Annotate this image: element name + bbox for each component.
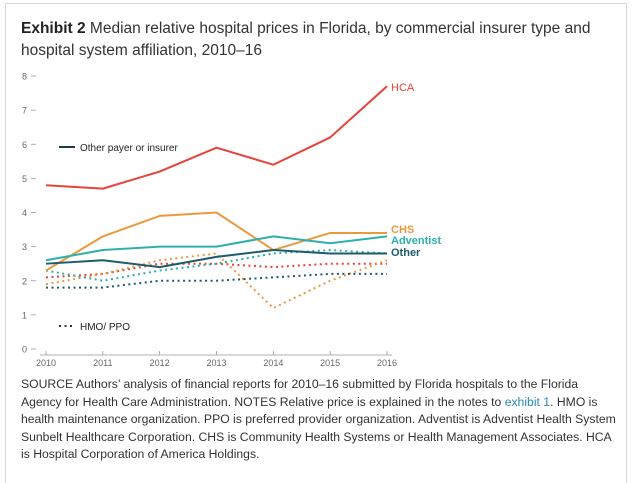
y-tick-label: 0 — [22, 345, 27, 355]
exhibit-label: Exhibit 2 — [21, 20, 86, 37]
series-label-hca: HCA — [391, 82, 415, 94]
figure-frame — [5, 3, 627, 483]
x-tick-label: 2013 — [206, 358, 226, 368]
x-tick-label: 2014 — [263, 358, 283, 368]
chs-solid-line — [45, 211, 387, 272]
exhibit-1-link[interactable]: exhibit 1 — [504, 394, 551, 409]
y-tick-label: 1 — [22, 310, 27, 320]
adventist-solid-line — [45, 235, 388, 262]
other-solid-line — [45, 249, 387, 269]
x-tick-label: 2015 — [320, 358, 340, 368]
x-tick-label: 2010 — [36, 358, 56, 368]
series-4-dotted-line — [45, 262, 387, 279]
notes-text: . HMO is health maintenance organization… — [21, 394, 616, 462]
x-tick-label: 2011 — [93, 358, 112, 368]
y-tick-label: 6 — [22, 140, 27, 150]
y-tick-label: 7 — [22, 106, 27, 116]
chart-title: Exhibit 2 Median relative hospital price… — [21, 18, 621, 62]
x-tick-label: 2012 — [150, 358, 170, 368]
x-tick-label: 2016 — [377, 358, 397, 368]
y-tick-label: 4 — [22, 208, 27, 218]
hca-solid-line — [45, 85, 388, 190]
series-label-adventist: Adventist — [391, 235, 441, 247]
title-text: Median relative hospital prices in Flori… — [21, 20, 591, 59]
y-tick-label: 3 — [22, 242, 27, 252]
y-tick-label: 2 — [22, 276, 27, 286]
series-5-dotted-line — [45, 252, 388, 310]
source-notes: SOURCE Authors’ analysis of financial re… — [21, 376, 621, 464]
series-7-dotted-line — [46, 272, 387, 289]
y-tick-label: 8 — [22, 72, 27, 82]
series-label-chs: CHS — [391, 224, 414, 236]
y-tick-label: 5 — [22, 174, 27, 184]
legend-dotted-label: HMO/ PPO — [80, 322, 130, 333]
series-6-dotted-line — [45, 249, 388, 282]
series-label-other: Other — [391, 247, 421, 259]
legend-solid-label: Other payer or insurer — [80, 143, 178, 154]
source-text: SOURCE Authors’ analysis of financial re… — [21, 377, 579, 409]
